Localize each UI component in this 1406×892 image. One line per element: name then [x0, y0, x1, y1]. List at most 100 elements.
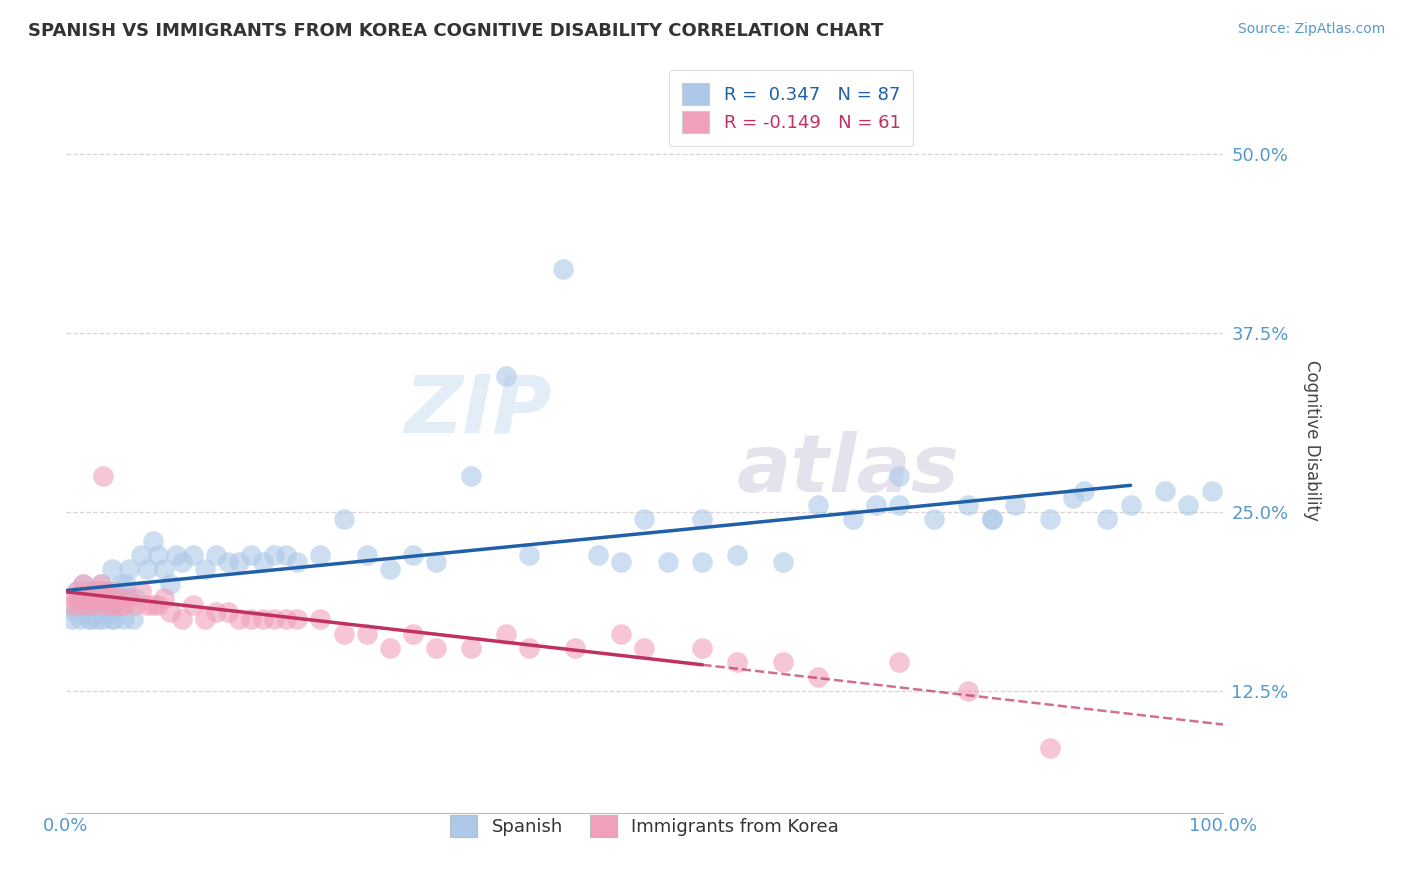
- Point: [980, 512, 1002, 526]
- Text: Source: ZipAtlas.com: Source: ZipAtlas.com: [1237, 22, 1385, 37]
- Point: [332, 512, 354, 526]
- Point: [110, 598, 132, 612]
- Point: [112, 598, 135, 612]
- Point: [460, 469, 482, 483]
- Point: [517, 640, 540, 655]
- Point: [69, 598, 91, 612]
- Point: [96, 598, 118, 612]
- Point: [495, 369, 517, 384]
- Point: [135, 562, 157, 576]
- Point: [1004, 498, 1026, 512]
- Point: [60, 612, 83, 626]
- Point: [63, 591, 86, 605]
- Point: [517, 548, 540, 562]
- Point: [610, 626, 633, 640]
- Point: [72, 576, 94, 591]
- Point: [159, 605, 181, 619]
- Point: [115, 576, 138, 591]
- Point: [425, 555, 447, 569]
- Point: [1038, 512, 1060, 526]
- Point: [1062, 491, 1084, 505]
- Point: [80, 591, 103, 605]
- Point: [240, 548, 263, 562]
- Point: [98, 591, 121, 605]
- Point: [89, 591, 111, 605]
- Point: [148, 548, 170, 562]
- Point: [309, 612, 332, 626]
- Point: [1154, 483, 1177, 498]
- Point: [165, 548, 187, 562]
- Point: [692, 555, 714, 569]
- Point: [83, 583, 105, 598]
- Point: [69, 612, 91, 626]
- Point: [89, 576, 111, 591]
- Point: [807, 670, 830, 684]
- Point: [865, 498, 887, 512]
- Point: [1073, 483, 1095, 498]
- Point: [96, 583, 118, 598]
- Point: [228, 612, 250, 626]
- Point: [402, 626, 425, 640]
- Point: [66, 583, 89, 598]
- Point: [112, 591, 135, 605]
- Point: [122, 612, 145, 626]
- Point: [72, 576, 94, 591]
- Point: [957, 498, 980, 512]
- Point: [129, 548, 152, 562]
- Point: [170, 612, 193, 626]
- Point: [101, 583, 124, 598]
- Point: [1177, 498, 1199, 512]
- Point: [274, 612, 297, 626]
- Point: [378, 562, 401, 576]
- Point: [332, 626, 354, 640]
- Point: [772, 555, 794, 569]
- Point: [112, 612, 135, 626]
- Point: [107, 591, 129, 605]
- Point: [1038, 741, 1060, 756]
- Point: [285, 612, 308, 626]
- Point: [887, 469, 910, 483]
- Text: atlas: atlas: [737, 432, 960, 509]
- Point: [118, 591, 141, 605]
- Point: [63, 605, 86, 619]
- Point: [692, 640, 714, 655]
- Point: [103, 612, 125, 626]
- Point: [263, 612, 285, 626]
- Point: [205, 605, 228, 619]
- Text: ZIP: ZIP: [405, 372, 553, 450]
- Point: [76, 583, 98, 598]
- Point: [72, 591, 94, 605]
- Point: [96, 598, 118, 612]
- Point: [91, 469, 114, 483]
- Point: [725, 656, 748, 670]
- Point: [124, 591, 146, 605]
- Point: [181, 548, 204, 562]
- Point: [922, 512, 945, 526]
- Point: [957, 684, 980, 698]
- Point: [564, 640, 586, 655]
- Point: [66, 583, 89, 598]
- Point: [83, 598, 105, 612]
- Point: [402, 548, 425, 562]
- Point: [83, 583, 105, 598]
- Point: [378, 640, 401, 655]
- Point: [124, 598, 146, 612]
- Point: [887, 498, 910, 512]
- Point: [148, 598, 170, 612]
- Point: [586, 548, 609, 562]
- Point: [103, 598, 125, 612]
- Point: [252, 612, 274, 626]
- Point: [110, 576, 132, 591]
- Text: SPANISH VS IMMIGRANTS FROM KOREA COGNITIVE DISABILITY CORRELATION CHART: SPANISH VS IMMIGRANTS FROM KOREA COGNITI…: [28, 22, 883, 40]
- Point: [101, 612, 124, 626]
- Point: [1097, 512, 1119, 526]
- Legend: Spanish, Immigrants from Korea: Spanish, Immigrants from Korea: [443, 808, 846, 845]
- Point: [80, 612, 103, 626]
- Point: [118, 562, 141, 576]
- Point: [101, 591, 124, 605]
- Point: [72, 591, 94, 605]
- Point: [77, 612, 100, 626]
- Point: [142, 533, 165, 548]
- Point: [217, 605, 239, 619]
- Point: [633, 640, 655, 655]
